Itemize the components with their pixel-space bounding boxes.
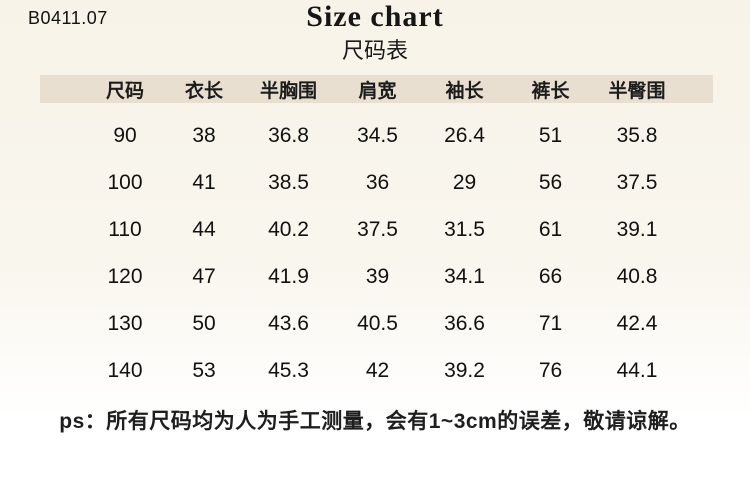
page-subtitle: 尺码表 (341, 38, 408, 63)
measurement-cell: 38.5 (268, 170, 309, 194)
table-row: 120 47 41.9 39 34.1 66 40.8 (40, 253, 713, 300)
size-cell: 90 (113, 123, 137, 147)
measurement-disclaimer-note: ps：所有尺码均为人为手工测量，会有1~3cm的误差，敬请谅解。 (59, 410, 691, 433)
measurement-cell: 43.6 (268, 311, 309, 335)
measurement-cell: 37.5 (357, 217, 398, 241)
column-header: 袖长 (445, 80, 484, 102)
column-header: 半臀围 (608, 80, 666, 102)
measurement-cell: 71 (538, 311, 563, 335)
measurement-cell: 53 (192, 358, 216, 382)
measurement-cell: 37.5 (616, 170, 658, 194)
measurement-cell: 38 (192, 123, 216, 147)
product-code: B0411.07 (28, 8, 108, 28)
measurement-cell: 36 (365, 170, 390, 194)
measurement-cell: 40.8 (616, 264, 658, 288)
table-row: 100 41 38.5 36 29 56 37.5 (40, 159, 713, 206)
table-row: 90 38 36.8 34.5 26.4 51 35.8 (40, 112, 713, 159)
page-title: Size chart (306, 0, 444, 33)
measurement-cell: 34.1 (444, 264, 485, 288)
measurement-cell: 56 (538, 170, 563, 194)
measurement-cell: 45.3 (268, 358, 309, 382)
size-cell: 110 (108, 217, 142, 241)
size-table: 尺码 衣长 半胸围 肩宽 袖长 裤长 半臀围 90 38 36.8 34.5 26.4 51 35.8 1… (40, 75, 713, 394)
measurement-cell: 39.1 (616, 217, 658, 241)
measurement-cell: 51 (538, 123, 563, 147)
measurement-cell: 40.5 (357, 311, 398, 335)
measurement-cell: 42 (365, 358, 390, 382)
measurement-cell: 66 (538, 264, 563, 288)
size-cell: 100 (107, 170, 143, 194)
measurement-cell: 26.4 (444, 123, 485, 147)
measurement-cell: 40.2 (268, 217, 309, 241)
size-cell: 140 (107, 358, 143, 382)
measurement-cell: 36.8 (268, 123, 309, 147)
measurement-cell: 50 (192, 311, 216, 335)
column-header: 裤长 (531, 80, 570, 102)
table-row: 130 50 43.6 40.5 36.6 71 42.4 (40, 300, 713, 347)
measurement-cell: 35.8 (616, 123, 658, 147)
measurement-cell: 76 (538, 358, 563, 382)
table-body: 90 38 36.8 34.5 26.4 51 35.8 100 41 38.5 36 29 56 37.… (40, 112, 713, 394)
measurement-cell: 29 (452, 170, 477, 194)
measurement-cell: 44 (192, 217, 216, 241)
measurement-cell: 41.9 (268, 264, 309, 288)
measurement-cell: 34.5 (357, 123, 398, 147)
table-row: 140 53 45.3 42 39.2 76 44.1 (40, 347, 713, 394)
column-header: 肩宽 (358, 80, 397, 102)
column-header: 衣长 (184, 80, 223, 102)
column-header: 半胸围 (259, 80, 317, 102)
size-cell: 130 (107, 311, 143, 335)
table-row: 110 44 40.2 37.5 31.5 61 39.1 (40, 206, 713, 253)
measurement-cell: 47 (192, 264, 216, 288)
measurement-cell: 44.1 (616, 358, 658, 382)
measurement-cell: 41 (192, 170, 216, 194)
measurement-cell: 36.6 (444, 311, 485, 335)
size-cell: 120 (107, 264, 143, 288)
table-header-row: 尺码 衣长 半胸围 肩宽 袖长 裤长 半臀围 (40, 75, 713, 103)
measurement-cell: 39 (365, 264, 390, 288)
column-header: 尺码 (105, 80, 144, 102)
measurement-cell: 31.5 (444, 217, 485, 241)
measurement-cell: 39.2 (444, 358, 485, 382)
measurement-cell: 42.4 (616, 311, 658, 335)
measurement-cell: 61 (538, 217, 563, 241)
